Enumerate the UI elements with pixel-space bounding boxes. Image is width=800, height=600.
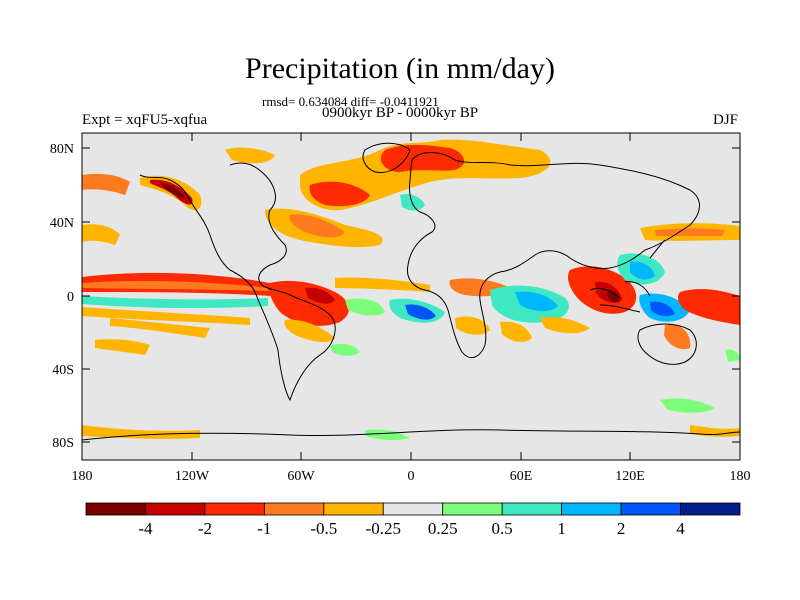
coastline — [589, 239, 666, 313]
colorbar-swatch — [204, 502, 265, 516]
coastline — [82, 429, 740, 441]
anomaly-region — [330, 343, 360, 356]
anomaly-region — [660, 398, 715, 413]
season-label: DJF — [712, 112, 738, 128]
anomaly-region — [515, 291, 558, 312]
anomaly-region — [650, 301, 675, 317]
colorbar-label: -4 — [138, 519, 153, 538]
anomaly-region — [725, 349, 740, 362]
anomaly-region — [540, 317, 590, 334]
y-tick-label: 40S — [52, 363, 74, 378]
anomaly-region — [630, 261, 655, 280]
plot-title: Precipitation (in mm/day) — [245, 52, 555, 85]
colorbar-label: 0.5 — [492, 519, 513, 538]
anomaly-region — [305, 287, 335, 304]
colorbar — [85, 502, 741, 516]
y-axis — [82, 147, 740, 443]
anomaly-region — [284, 319, 335, 342]
anomaly-region — [365, 429, 410, 441]
anomaly-region — [162, 184, 186, 199]
x-tick-label: 120W — [175, 469, 210, 484]
experiment-label: Expt = xqFU5-xqfua — [82, 112, 208, 128]
anomaly-region — [607, 290, 620, 303]
y-tick-label: 80S — [52, 436, 74, 451]
anomaly-region — [82, 173, 130, 195]
x-tick-label: 180 — [72, 469, 93, 484]
colorbar-swatch — [382, 502, 444, 516]
anomaly-region — [289, 214, 345, 238]
x-tick-label: 0 — [408, 469, 415, 484]
colorbar-labels: -4 -2 -1 -0.5 -0.25 0.25 0.5 1 2 4 — [138, 519, 685, 538]
anomaly-region — [82, 280, 268, 291]
coastline — [406, 152, 700, 359]
x-tick-label: 120E — [615, 469, 645, 484]
y-tick-label: 0 — [67, 290, 74, 305]
colorbar-swatch — [263, 502, 325, 516]
colorbar-swatch — [620, 502, 681, 516]
anomaly-region — [500, 321, 532, 342]
anomaly-region — [455, 316, 490, 335]
precip-field — [82, 139, 740, 441]
colorbar-label: -0.25 — [366, 519, 401, 538]
anomaly-region — [110, 318, 210, 338]
colorbar-label: 2 — [617, 519, 626, 538]
colorbar-swatch — [680, 502, 741, 516]
anomaly-region — [225, 147, 275, 164]
colorbar-label: -2 — [198, 519, 212, 538]
colorbar-swatch — [145, 502, 206, 516]
anomaly-region — [95, 339, 150, 355]
anomaly-region — [82, 296, 268, 309]
y-tick-label: 40N — [50, 216, 74, 231]
x-tick-labels: 180 120W 60W 0 60E 120E 180 — [72, 469, 751, 484]
coastlines — [82, 142, 740, 441]
anomaly-region — [82, 224, 120, 245]
x-tick-label: 60W — [287, 469, 315, 484]
anomaly-region — [335, 277, 430, 292]
x-axis — [81, 133, 741, 460]
colorbar-label: 1 — [557, 519, 566, 538]
colorbar-swatch — [323, 502, 384, 516]
colorbar-label: -0.5 — [310, 519, 337, 538]
anomaly-region — [309, 181, 370, 207]
anomaly-region — [677, 289, 740, 325]
colorbar-swatch — [501, 502, 563, 516]
coastline — [362, 142, 411, 174]
colorbar-label: -1 — [257, 519, 271, 538]
colorbar-swatch — [85, 502, 146, 516]
anomaly-region — [82, 425, 200, 439]
colorbar-swatch — [561, 502, 622, 516]
period-label: 0900kyr BP - 0000kyr BP — [322, 105, 479, 121]
colorbar-label: 0.25 — [428, 519, 458, 538]
x-tick-label: 180 — [730, 469, 751, 484]
colorbar-label: 4 — [676, 519, 685, 538]
y-tick-labels: 80N 40N 0 40S 80S — [50, 142, 74, 451]
stats-label: rmsd= 0.634084 diff= -0.0411921 — [262, 94, 439, 109]
anomaly-region — [380, 144, 465, 172]
anomaly-region — [655, 228, 725, 236]
y-tick-label: 80N — [50, 142, 74, 157]
colorbar-swatch — [442, 502, 503, 516]
coastline — [139, 162, 336, 402]
coastline — [637, 323, 697, 365]
anomaly-region — [345, 298, 385, 316]
anomaly-region — [664, 324, 691, 350]
x-tick-label: 60E — [510, 469, 533, 484]
anomaly-region — [405, 304, 436, 320]
anomaly-region — [82, 307, 250, 325]
